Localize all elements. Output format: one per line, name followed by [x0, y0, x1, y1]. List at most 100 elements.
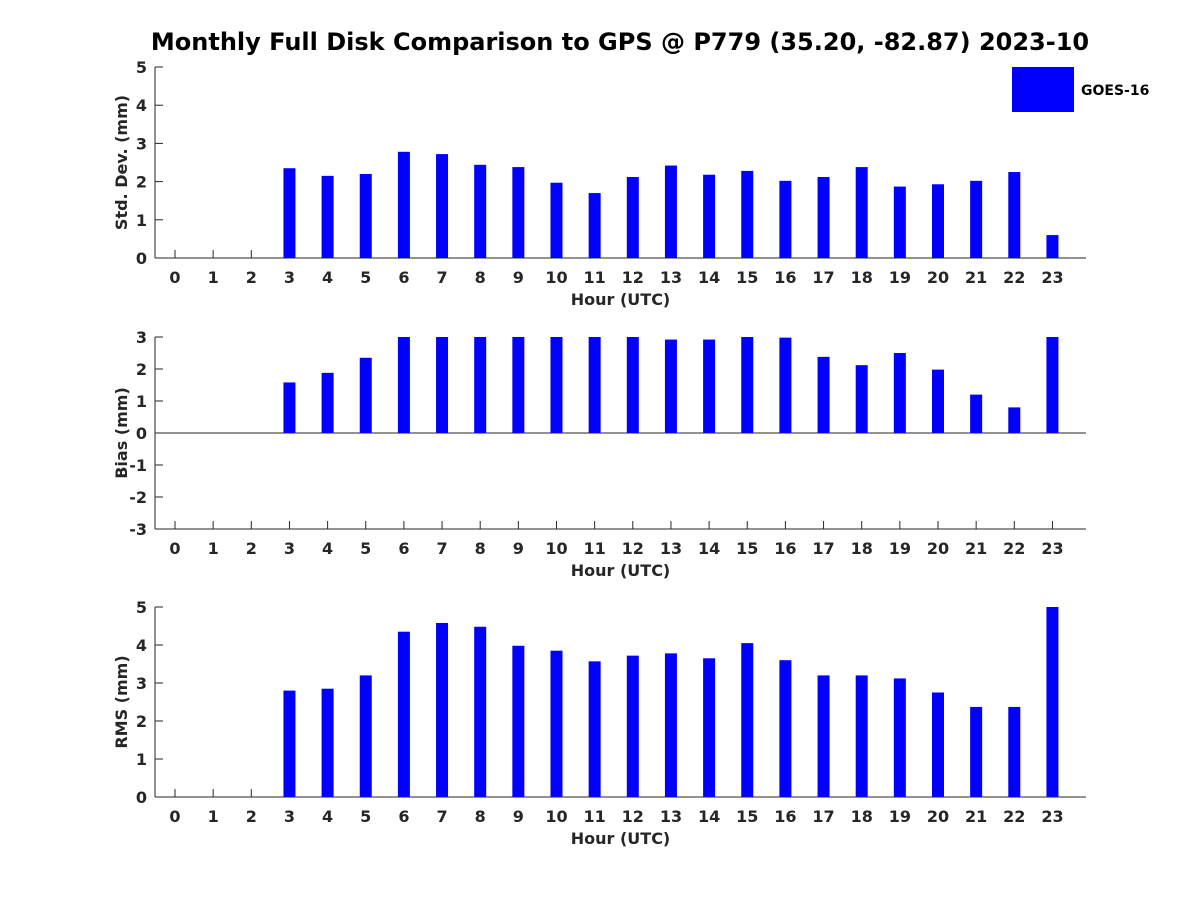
chart-rms-x-tick-label: 23 [1041, 807, 1063, 826]
chart-std-x-tick-label: 8 [475, 268, 486, 287]
chart-bias-y-tick-label: 1 [136, 392, 147, 411]
chart-rms-x-tick-label: 9 [513, 807, 524, 826]
chart-std-x-tick-label: 1 [208, 268, 219, 287]
chart-bias-x-tick-label: 2 [246, 539, 257, 558]
chart-rms-bar [474, 626, 487, 797]
chart-bias-x-tick-label: 16 [774, 539, 796, 558]
chart-bias-bar [741, 337, 754, 433]
chart-bias-x-tick-label: 18 [851, 539, 873, 558]
chart-std-bar [397, 151, 410, 258]
chart-rms-x-tick-label: 21 [965, 807, 987, 826]
chart-rms-y-tick-label: 5 [136, 598, 147, 617]
chart-rms-x-tick-label: 18 [851, 807, 873, 826]
chart-rms-y-axis-label: RMS (mm) [112, 655, 131, 748]
chart-bias-x-tick-label: 22 [1003, 539, 1025, 558]
chart-std-y-tick-label: 0 [136, 249, 147, 268]
chart-bias-y-tick-label: -2 [129, 488, 147, 507]
chart-std-bar [626, 177, 639, 258]
chart-std-bar [703, 174, 716, 258]
chart-std-y-tick-label: 5 [136, 58, 147, 77]
chart-rms-bar [550, 650, 563, 797]
chart-bias-x-tick-label: 9 [513, 539, 524, 558]
chart-bias-x-tick-label: 19 [889, 539, 911, 558]
chart-std-bar [512, 167, 525, 258]
chart-rms-x-tick-label: 0 [169, 807, 180, 826]
chart-bias-bar [703, 339, 716, 433]
chart-bias-x-tick-label: 11 [584, 539, 606, 558]
chart-rms-x-tick-label: 15 [736, 807, 758, 826]
chart-rms-bar [626, 655, 639, 797]
chart-bias-x-tick-label: 17 [812, 539, 834, 558]
chart-rms-x-tick-label: 3 [284, 807, 295, 826]
chart-rms-x-tick-label: 13 [660, 807, 682, 826]
chart-bias-x-tick-label: 15 [736, 539, 758, 558]
chart-rms-y-tick-label: 4 [136, 636, 147, 655]
chart-std-bar [817, 177, 830, 258]
chart-std-x-tick-label: 22 [1003, 268, 1025, 287]
chart-bias-x-tick-label: 20 [927, 539, 949, 558]
chart-bias-bar [588, 337, 601, 433]
chart-std-x-tick-label: 17 [812, 268, 834, 287]
chart-std-x-tick-label: 10 [545, 268, 567, 287]
chart-std-bar [741, 170, 754, 258]
chart-std-bar [664, 165, 677, 258]
chart-std-x-tick-label: 7 [436, 268, 447, 287]
chart-std-x-tick-label: 19 [889, 268, 911, 287]
chart-bias-bar [626, 337, 639, 433]
chart-bias-bar [1046, 337, 1059, 433]
chart-std-x-tick-label: 20 [927, 268, 949, 287]
chart-bias-x-tick-label: 5 [360, 539, 371, 558]
chart-std-bar [474, 164, 487, 258]
chart-std-bar [321, 175, 334, 258]
chart-bias-x-tick-label: 14 [698, 539, 720, 558]
chart-std-x-tick-label: 18 [851, 268, 873, 287]
chart-std-y-tick-label: 1 [136, 211, 147, 230]
chart-std-bar [779, 180, 792, 258]
chart-rms-y-tick-label: 2 [136, 712, 147, 731]
chart-std-x-axis-label: Hour (UTC) [571, 290, 671, 309]
chart-std-bar [970, 180, 983, 258]
chart-bias-x-tick-label: 10 [545, 539, 567, 558]
chart-bias-y-tick-label: 0 [136, 424, 147, 443]
chart-bias-y-tick-label: 2 [136, 360, 147, 379]
figure-title: Monthly Full Disk Comparison to GPS @ P7… [150, 28, 1090, 56]
chart-std-x-tick-label: 11 [584, 268, 606, 287]
chart-rms-bar [321, 688, 334, 797]
chart-rms-x-tick-label: 16 [774, 807, 796, 826]
chart-bias-bar [932, 369, 944, 433]
chart-rms-bar [779, 660, 792, 797]
chart-std-y-tick-label: 2 [136, 173, 147, 192]
chart-std-bar [283, 168, 296, 258]
legend-swatch [1012, 67, 1074, 112]
chart-bias-bar [397, 337, 410, 433]
chart-bias-x-tick-label: 23 [1041, 539, 1063, 558]
chart-std-bar [588, 193, 601, 258]
chart-std-x-tick-label: 13 [660, 268, 682, 287]
chart-rms-bar [359, 675, 372, 797]
chart-std-bar [893, 186, 906, 258]
chart-std-y-tick-label: 4 [136, 96, 147, 115]
chart-rms-bar [855, 675, 868, 797]
chart-rms-x-tick-label: 4 [322, 807, 333, 826]
chart-bias-bar [1008, 407, 1021, 433]
chart-std-bar [550, 182, 563, 258]
chart-rms-bar [1046, 607, 1059, 797]
legend-label: GOES-16 [1081, 83, 1149, 99]
chart-bias-bar [779, 337, 792, 433]
chart-bias-bar [855, 365, 868, 433]
chart-bias-x-tick-label: 21 [965, 539, 987, 558]
chart-std-y-axis-label: Std. Dev. (mm) [112, 95, 131, 230]
chart-rms-x-tick-label: 5 [360, 807, 371, 826]
chart-std-bar [436, 154, 449, 258]
chart-rms-y-tick-label: 0 [136, 788, 147, 807]
chart-rms-x-tick-label: 17 [812, 807, 834, 826]
chart-std-bar [932, 184, 944, 258]
chart-rms-x-tick-label: 20 [927, 807, 949, 826]
chart-rms-x-tick-label: 14 [698, 807, 720, 826]
chart-std-x-tick-label: 16 [774, 268, 796, 287]
chart-bias-bar [359, 357, 372, 433]
chart-rms-bar [512, 645, 525, 797]
chart-rms-x-axis-label: Hour (UTC) [571, 829, 671, 848]
